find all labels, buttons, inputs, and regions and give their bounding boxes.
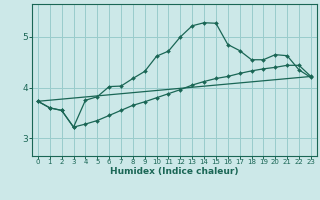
X-axis label: Humidex (Indice chaleur): Humidex (Indice chaleur) [110,167,239,176]
